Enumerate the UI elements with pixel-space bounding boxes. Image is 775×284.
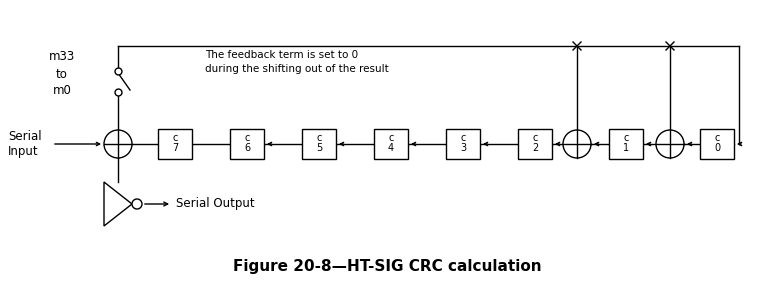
Text: c
6: c 6 bbox=[244, 133, 250, 153]
Text: c
4: c 4 bbox=[388, 133, 394, 153]
Text: c
5: c 5 bbox=[316, 133, 322, 153]
Text: Figure 20-8—HT-SIG CRC calculation: Figure 20-8—HT-SIG CRC calculation bbox=[232, 258, 541, 273]
Text: The feedback term is set to 0
during the shifting out of the result: The feedback term is set to 0 during the… bbox=[205, 50, 389, 74]
Text: c
1: c 1 bbox=[623, 133, 629, 153]
Bar bbox=[230, 129, 264, 159]
Text: m33
to
m0: m33 to m0 bbox=[49, 51, 75, 97]
Circle shape bbox=[104, 130, 132, 158]
Text: Serial
Input: Serial Input bbox=[8, 130, 42, 158]
Circle shape bbox=[656, 130, 684, 158]
Bar bbox=[302, 129, 336, 159]
Bar bbox=[446, 129, 480, 159]
Circle shape bbox=[563, 130, 591, 158]
Bar bbox=[374, 129, 408, 159]
Bar bbox=[700, 129, 734, 159]
Circle shape bbox=[132, 199, 142, 209]
Bar bbox=[158, 129, 192, 159]
Text: c
7: c 7 bbox=[172, 133, 178, 153]
Bar bbox=[609, 129, 643, 159]
Text: c
2: c 2 bbox=[532, 133, 538, 153]
Text: Serial Output: Serial Output bbox=[176, 197, 255, 210]
Bar bbox=[518, 129, 552, 159]
Text: c
3: c 3 bbox=[460, 133, 466, 153]
Text: c
0: c 0 bbox=[714, 133, 720, 153]
